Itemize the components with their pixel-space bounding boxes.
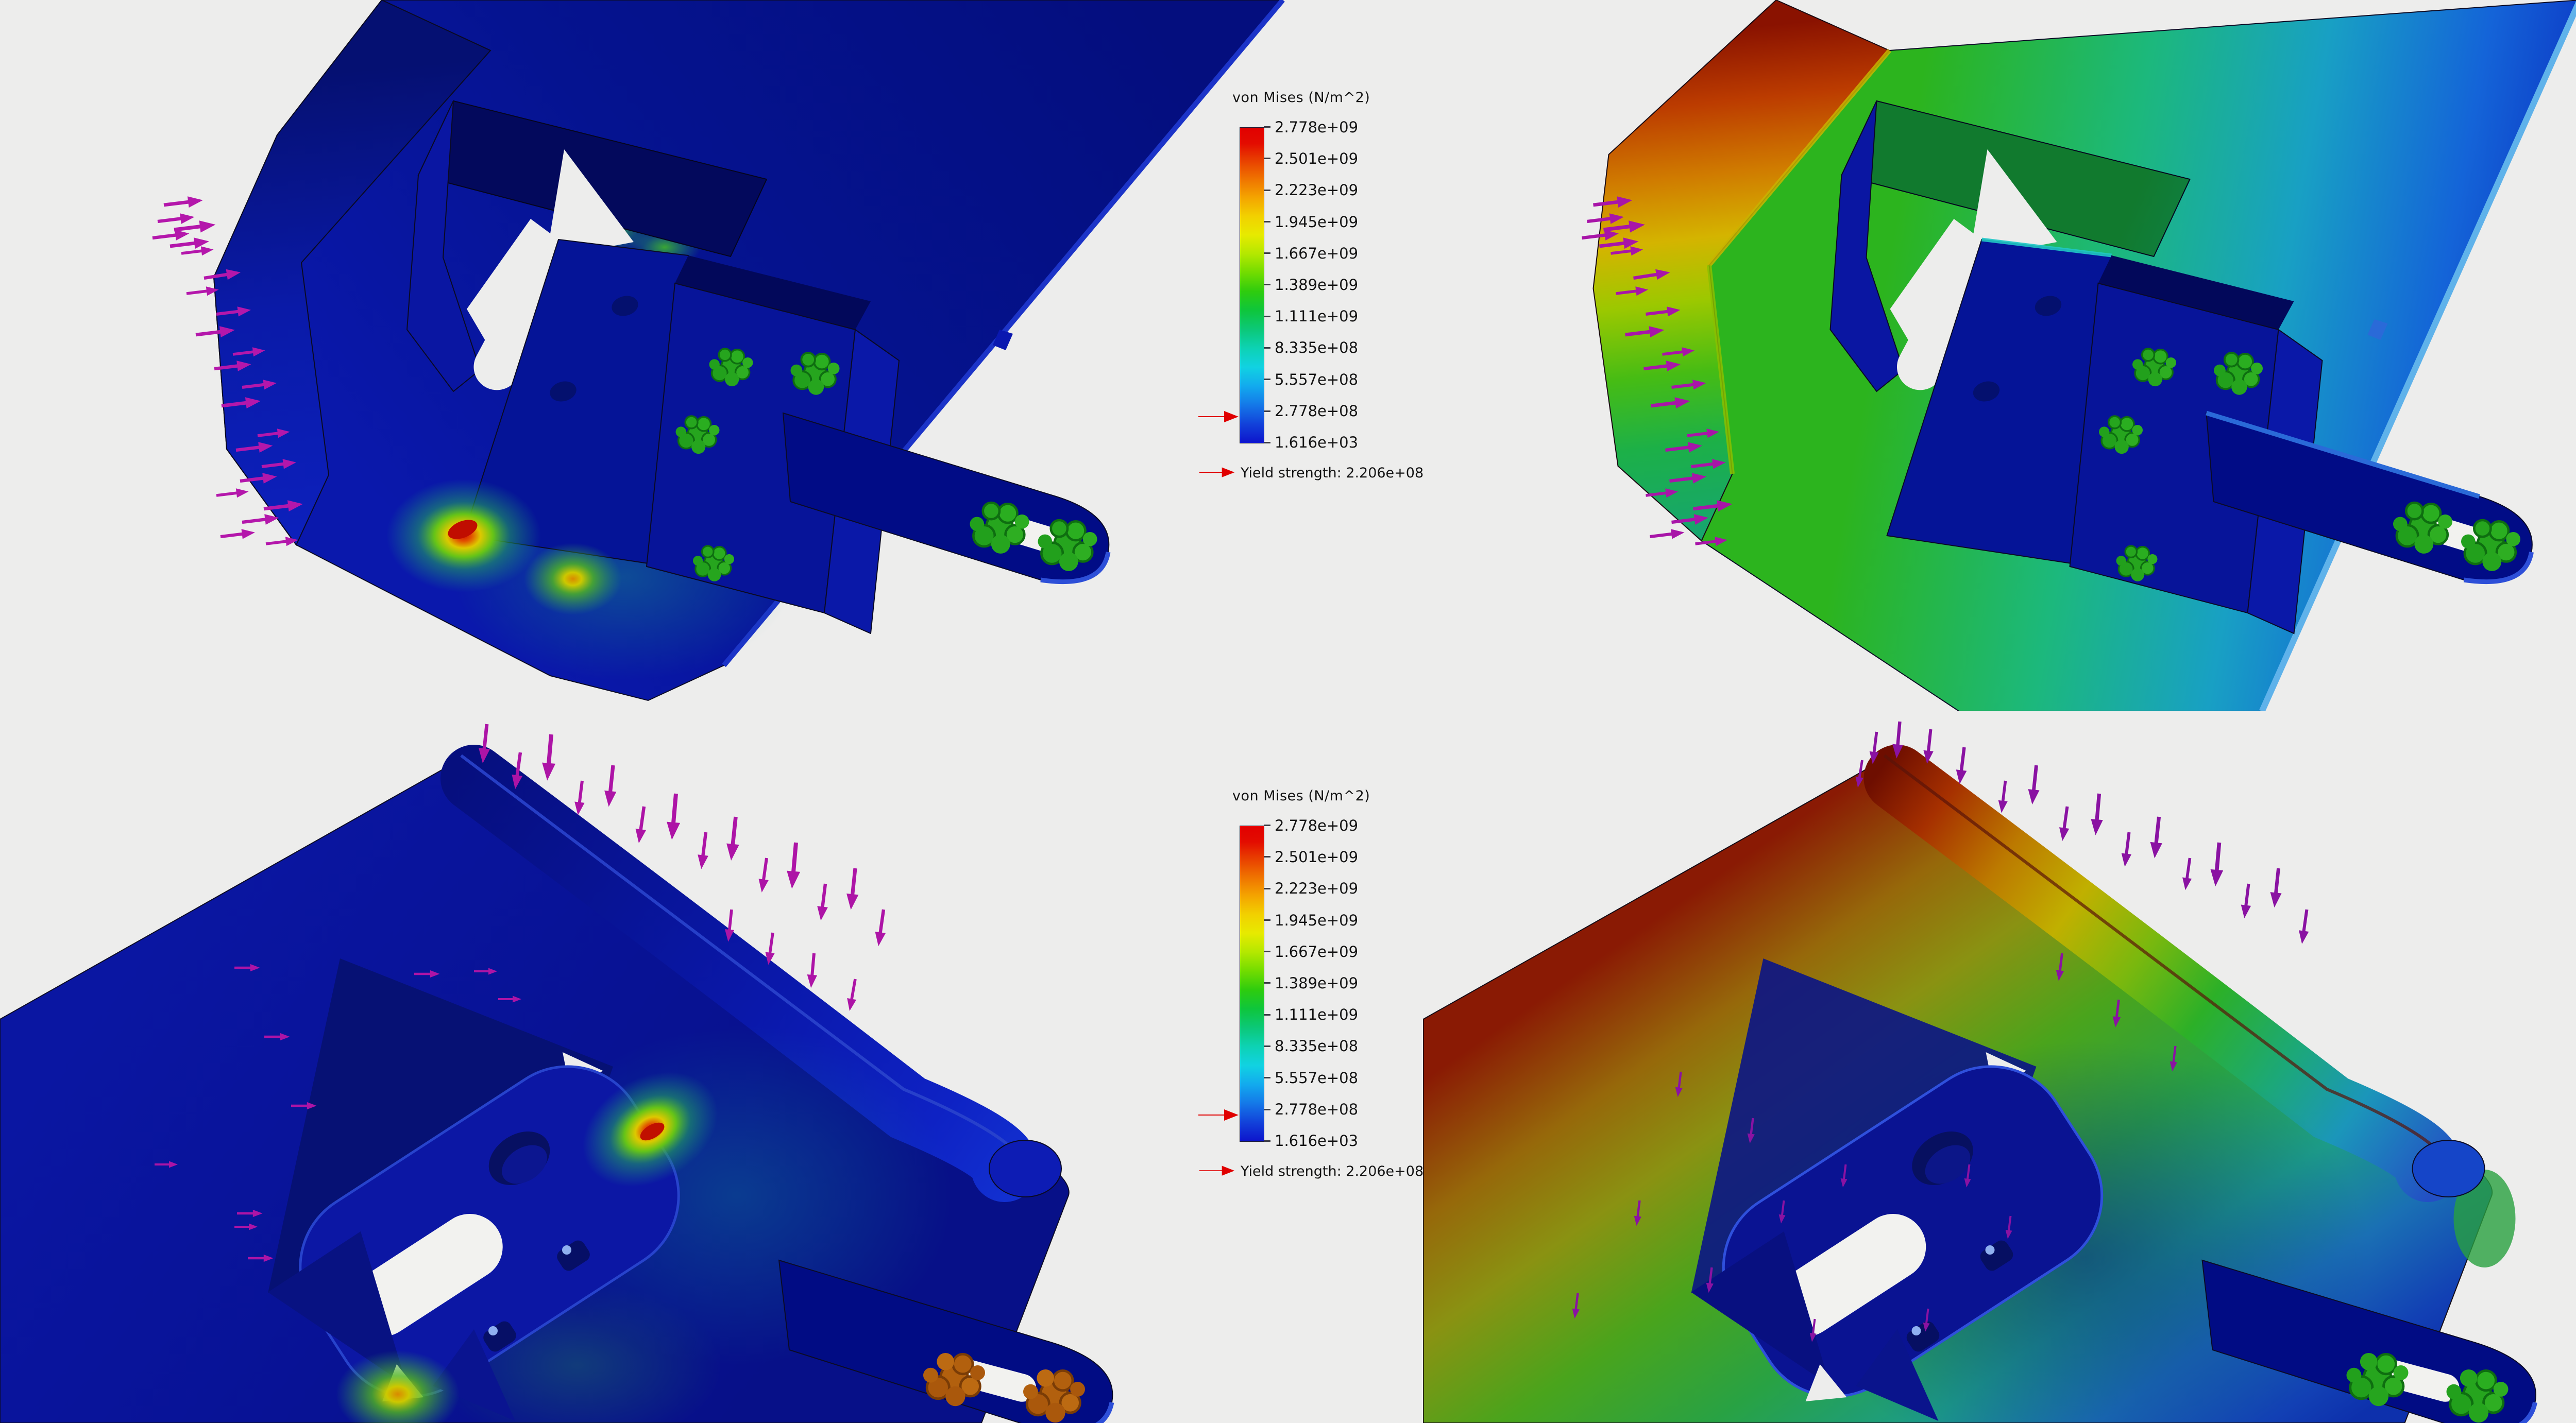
yield-strength-label: Yield strength: 2.206e+08 [1241,1163,1423,1179]
viewport-displacement-rear[interactable]: URES (mm) 1.644e+011.480e+01 1.316e+011.… [1423,711,2576,1423]
legend-tickmarks [1264,126,1271,443]
yield-strength-note: Yield strength: 2.206e+08 [1198,1163,1423,1179]
model-bracket [1691,958,2104,1421]
model-view-stress-rear[interactable] [0,711,1423,1423]
legend-tick-labels: 2.778e+09 2.501e+09 2.223e+09 1.945e+09 1.… [1275,118,1359,451]
yield-strength-note: Yield strength: 2.206e+08 [1198,465,1423,481]
stress-hotspots [336,1072,718,1423]
model-view-displacement-rear[interactable] [1423,711,2576,1423]
stress-hotspots-core [386,479,622,615]
viewport-stress-rear[interactable]: von Mises (N/m^2) 2.778e+09 2.501e+09 2.2… [0,711,1423,1423]
legend-colorbar [1240,826,1264,1142]
legend-title: von Mises (N/m^2) [1232,90,1370,106]
model-view-stress-front[interactable] [0,0,1423,711]
yield-strength-label: Yield strength: 2.206e+08 [1241,465,1423,481]
legend-title: von Mises (N/m^2) [1232,788,1370,804]
legend-colorbar [1240,127,1264,443]
yield-strength-arrow-icon [1198,411,1239,422]
yield-strength-arrow-icon [1198,1109,1239,1121]
model-flange [1863,745,2462,1202]
model-view-displacement-front[interactable] [1423,0,2576,711]
viewport-stress-front[interactable]: von Mises (N/m^2) 2.778e+09 2.501e+09 2.2… [0,0,1423,711]
viewport-displacement-front[interactable]: URES (mm) 1.644e+011.480e+01 1.316e+011.… [1423,0,2576,711]
model-flange [440,745,1039,1202]
yield-arrow-icon [1199,1165,1235,1176]
yield-arrow-icon [1199,467,1235,477]
legend-tick-labels: 2.778e+09 2.501e+09 2.223e+09 1.945e+09 1.… [1275,817,1359,1150]
legend-tickmarks [1264,825,1271,1142]
model-flange [213,0,492,546]
